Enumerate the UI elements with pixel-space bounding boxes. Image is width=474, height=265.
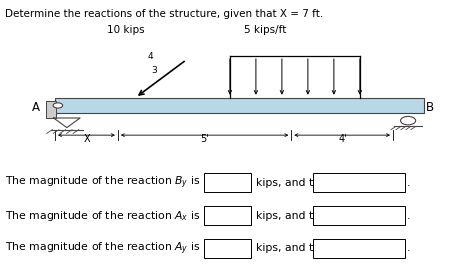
Text: X: X	[83, 134, 90, 144]
FancyBboxPatch shape	[313, 238, 405, 258]
Text: The magnitude of the reaction $A_x$ is: The magnitude of the reaction $A_x$ is	[5, 209, 201, 223]
Text: .: .	[407, 178, 410, 188]
Text: B: B	[426, 101, 434, 114]
Text: kips, and the direction is: kips, and the direction is	[256, 178, 390, 188]
Circle shape	[53, 103, 63, 108]
Text: 3: 3	[151, 66, 157, 75]
Text: ⌄: ⌄	[395, 244, 403, 254]
Bar	[46, 101, 56, 118]
Text: ⌄: ⌄	[395, 178, 403, 188]
Text: 5': 5'	[201, 134, 209, 144]
Text: kips, and the direction is: kips, and the direction is	[256, 210, 390, 220]
Text: →: →	[317, 210, 325, 220]
Text: .: .	[407, 210, 410, 220]
FancyBboxPatch shape	[204, 173, 251, 192]
Text: 4: 4	[147, 52, 153, 61]
Text: kips, and the direction is: kips, and the direction is	[256, 244, 390, 254]
Text: A: A	[32, 101, 40, 114]
Circle shape	[401, 116, 416, 125]
Text: The magnitude of the reaction $B_y$ is: The magnitude of the reaction $B_y$ is	[5, 174, 201, 191]
Text: Determine the reactions of the structure, given that X = 7 ft.: Determine the reactions of the structure…	[5, 8, 324, 19]
Text: 5 kips/ft: 5 kips/ft	[244, 25, 287, 35]
FancyBboxPatch shape	[204, 206, 251, 226]
FancyBboxPatch shape	[313, 173, 405, 192]
Bar	[55, 98, 424, 113]
Text: (Click to select): (Click to select)	[317, 178, 395, 188]
Text: .: .	[407, 244, 410, 254]
FancyBboxPatch shape	[204, 238, 251, 258]
FancyBboxPatch shape	[313, 206, 405, 226]
Text: 10 kips: 10 kips	[107, 25, 145, 35]
Text: ⌄: ⌄	[395, 210, 403, 220]
Text: (Click to select): (Click to select)	[317, 244, 395, 254]
Text: The magnitude of the reaction $A_y$ is: The magnitude of the reaction $A_y$ is	[5, 240, 201, 257]
Text: 4': 4'	[338, 134, 346, 144]
